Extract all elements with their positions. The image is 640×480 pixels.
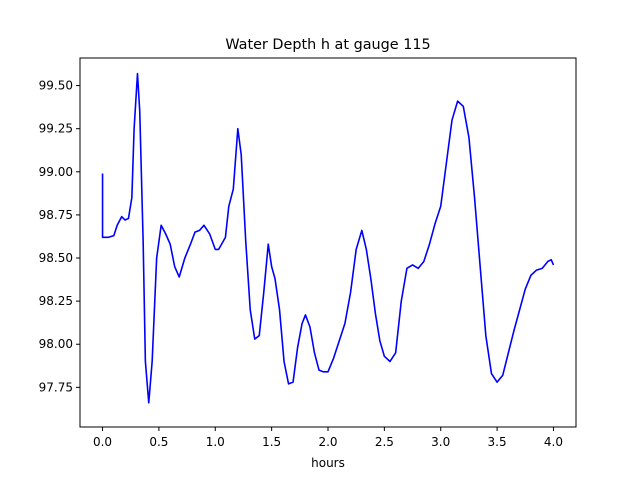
x-axis: 0.0 0.5 1.0 1.5 2.0 2.5 3.0 3.5 4.0 <box>93 427 563 449</box>
y-axis: 97.75 98.00 98.25 98.50 98.75 99.00 99.25 99.50 <box>39 79 80 394</box>
series-line-0 <box>101 72 555 404</box>
y-tick-label: 99.25 <box>39 122 73 136</box>
y-tick-label: 98.50 <box>39 251 73 265</box>
x-tick-label: 4.0 <box>544 435 563 449</box>
plot-series-layer <box>101 72 555 404</box>
x-tick-label: 1.0 <box>206 435 225 449</box>
x-tick-label: 0.5 <box>149 435 168 449</box>
y-tick-label: 97.75 <box>39 380 73 394</box>
y-tick-label: 98.00 <box>39 337 73 351</box>
x-tick-label: 1.5 <box>262 435 281 449</box>
x-tick-label: 0.0 <box>93 435 112 449</box>
x-tick-label: 3.5 <box>488 435 507 449</box>
y-tick-label: 99.00 <box>39 165 73 179</box>
x-tick-label: 2.5 <box>375 435 394 449</box>
y-tick-label: 98.25 <box>39 294 73 308</box>
chart-title: Water Depth h at gauge 115 <box>225 37 430 53</box>
x-tick-label: 3.0 <box>431 435 450 449</box>
y-tick-label: 99.50 <box>39 79 73 93</box>
x-tick-label: 2.0 <box>318 435 337 449</box>
x-axis-label: hours <box>311 456 345 470</box>
y-tick-label: 98.75 <box>39 208 73 222</box>
